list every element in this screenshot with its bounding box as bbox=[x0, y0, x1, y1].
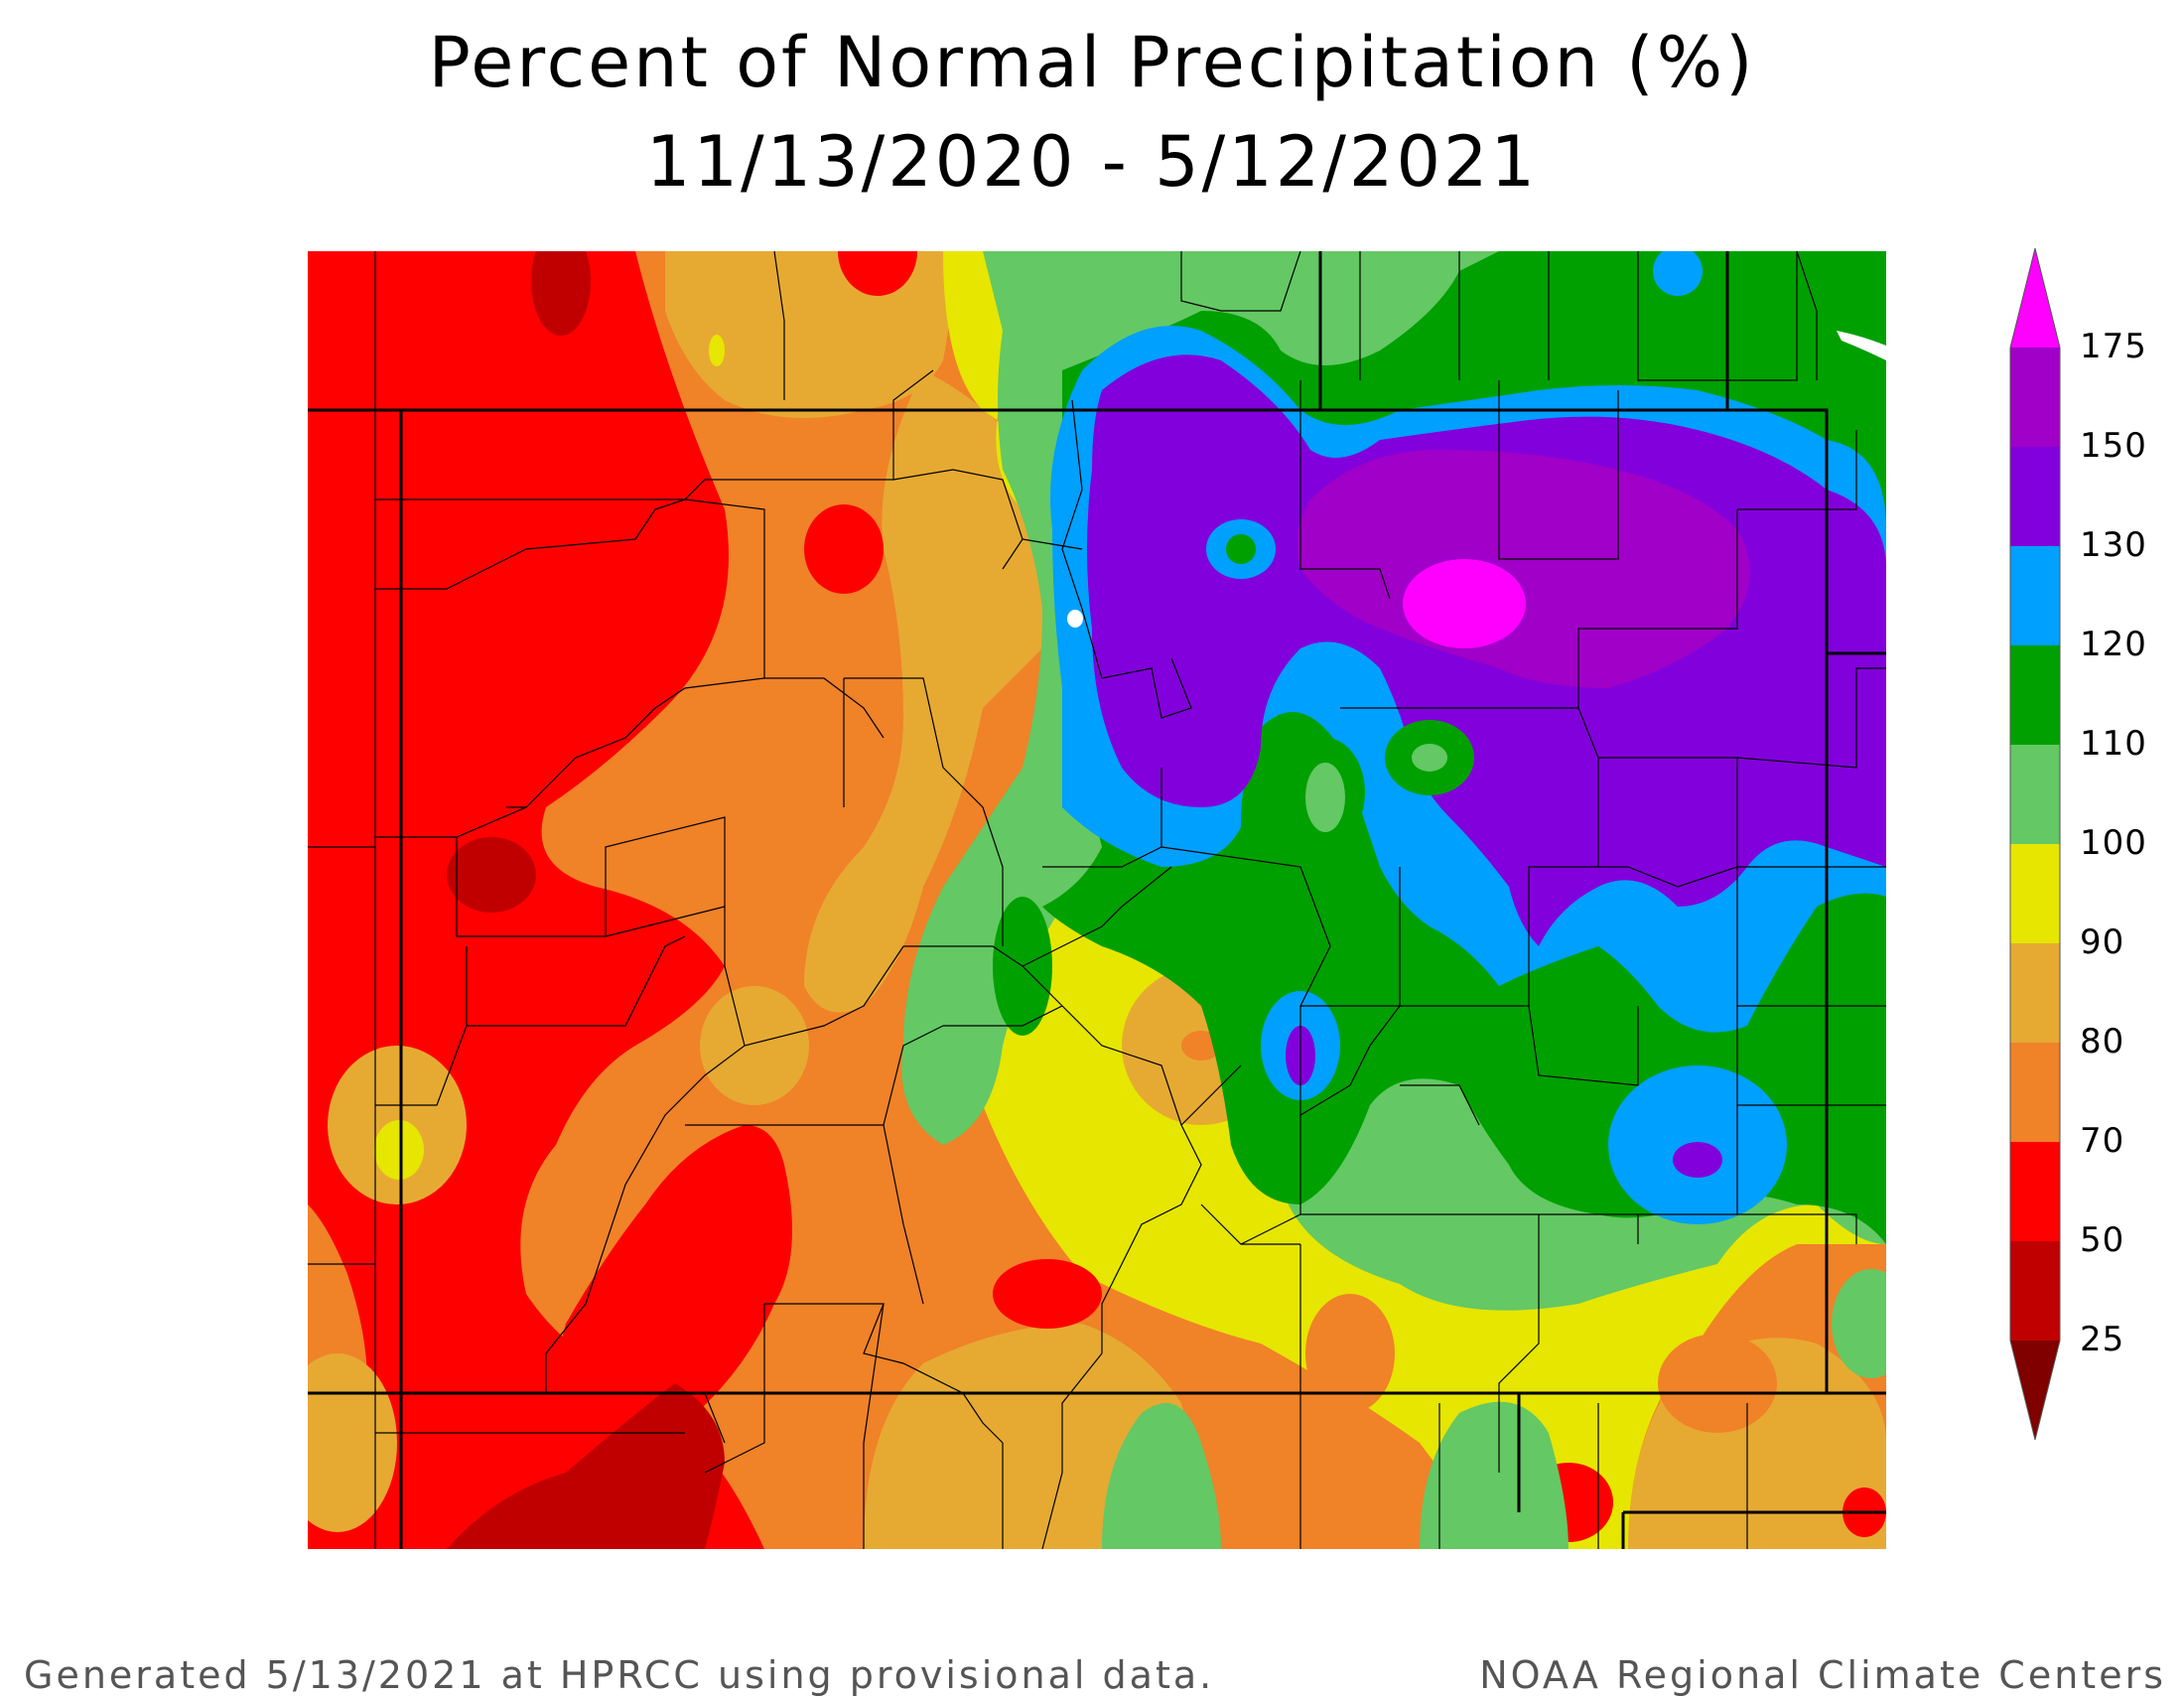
state-boundaries bbox=[308, 251, 1886, 1549]
legend-label-110: 110 bbox=[2080, 724, 2147, 764]
legend-arrow-bottom bbox=[2010, 1341, 2060, 1440]
color-legend bbox=[2009, 247, 2061, 1441]
contour-100-110-south-2 bbox=[1420, 1401, 1569, 1549]
contour-50-70-west-strip bbox=[308, 370, 394, 688]
source-credit: NOAA Regional Climate Centers bbox=[1479, 1653, 2166, 1697]
precipitation-map bbox=[308, 251, 1886, 1549]
contour-25-50-south bbox=[447, 1383, 725, 1549]
legend-band-70 bbox=[2010, 1043, 2060, 1142]
legend-band-90 bbox=[2010, 844, 2060, 943]
legend-band-150 bbox=[2010, 348, 2060, 447]
contour-50-70-south-small bbox=[993, 1259, 1102, 1329]
legend-label-80: 80 bbox=[2080, 1022, 2125, 1061]
contour-50-70-north-top bbox=[838, 251, 917, 296]
contour-50-70-north-center bbox=[804, 504, 884, 594]
contour-90-100-west bbox=[374, 1120, 424, 1180]
legend-label-70: 70 bbox=[2080, 1121, 2125, 1161]
contour-70-80-south-spot bbox=[1305, 1294, 1395, 1413]
legend-arrow-top bbox=[2010, 248, 2060, 348]
contour-110-120-spot bbox=[1226, 534, 1256, 564]
contour-80-90-central bbox=[804, 370, 1069, 1013]
legend-band-110 bbox=[2010, 645, 2060, 745]
legend-label-90: 90 bbox=[2080, 922, 2125, 962]
legend-band-80 bbox=[2010, 943, 2060, 1043]
contour-175-plus bbox=[1403, 559, 1526, 648]
contour-80-90-center bbox=[700, 986, 809, 1105]
legend-label-130: 130 bbox=[2080, 525, 2147, 565]
legend-band-130 bbox=[2010, 447, 2060, 546]
contour-130-150-south-dot bbox=[1673, 1142, 1722, 1178]
legend-label-50: 50 bbox=[2080, 1220, 2125, 1260]
county-boundaries bbox=[308, 251, 1886, 1549]
contour-120-130-north bbox=[1653, 251, 1703, 296]
contour-90-100-north-dot bbox=[709, 335, 725, 366]
contour-100-110-south bbox=[1102, 1403, 1221, 1549]
map-title: Percent of Normal Precipitation (%) bbox=[428, 22, 1756, 103]
contour-100-110-nw-island bbox=[1305, 763, 1345, 832]
legend-label-100: 100 bbox=[2080, 823, 2147, 863]
contour-110-120-ne-small bbox=[1559, 251, 1638, 331]
legend-label-150: 150 bbox=[2080, 426, 2147, 466]
legend-band-50 bbox=[2010, 1142, 2060, 1241]
map-date-range: 11/13/2020 - 5/12/2021 bbox=[645, 121, 1539, 203]
contour-100-110-island bbox=[1412, 744, 1447, 772]
legend-label-25: 25 bbox=[2080, 1320, 2125, 1359]
contour-25-50-west bbox=[447, 837, 536, 913]
legend-label-120: 120 bbox=[2080, 625, 2147, 664]
generated-note: Generated 5/13/2021 at HPRCC using provi… bbox=[24, 1653, 1215, 1697]
contour-50-70-west bbox=[308, 251, 764, 1549]
legend-band-25 bbox=[2010, 1241, 2060, 1341]
lake-northeast bbox=[1837, 331, 1886, 360]
contour-100-110-se bbox=[1832, 1269, 1886, 1378]
contour-25-50-northwest bbox=[531, 251, 591, 336]
legend-band-100 bbox=[2010, 745, 2060, 844]
contour-70-80-se-spot bbox=[1658, 1334, 1777, 1433]
lake-north bbox=[1067, 610, 1083, 628]
legend-label-175: 175 bbox=[2080, 327, 2147, 366]
legend-band-120 bbox=[2010, 546, 2060, 645]
